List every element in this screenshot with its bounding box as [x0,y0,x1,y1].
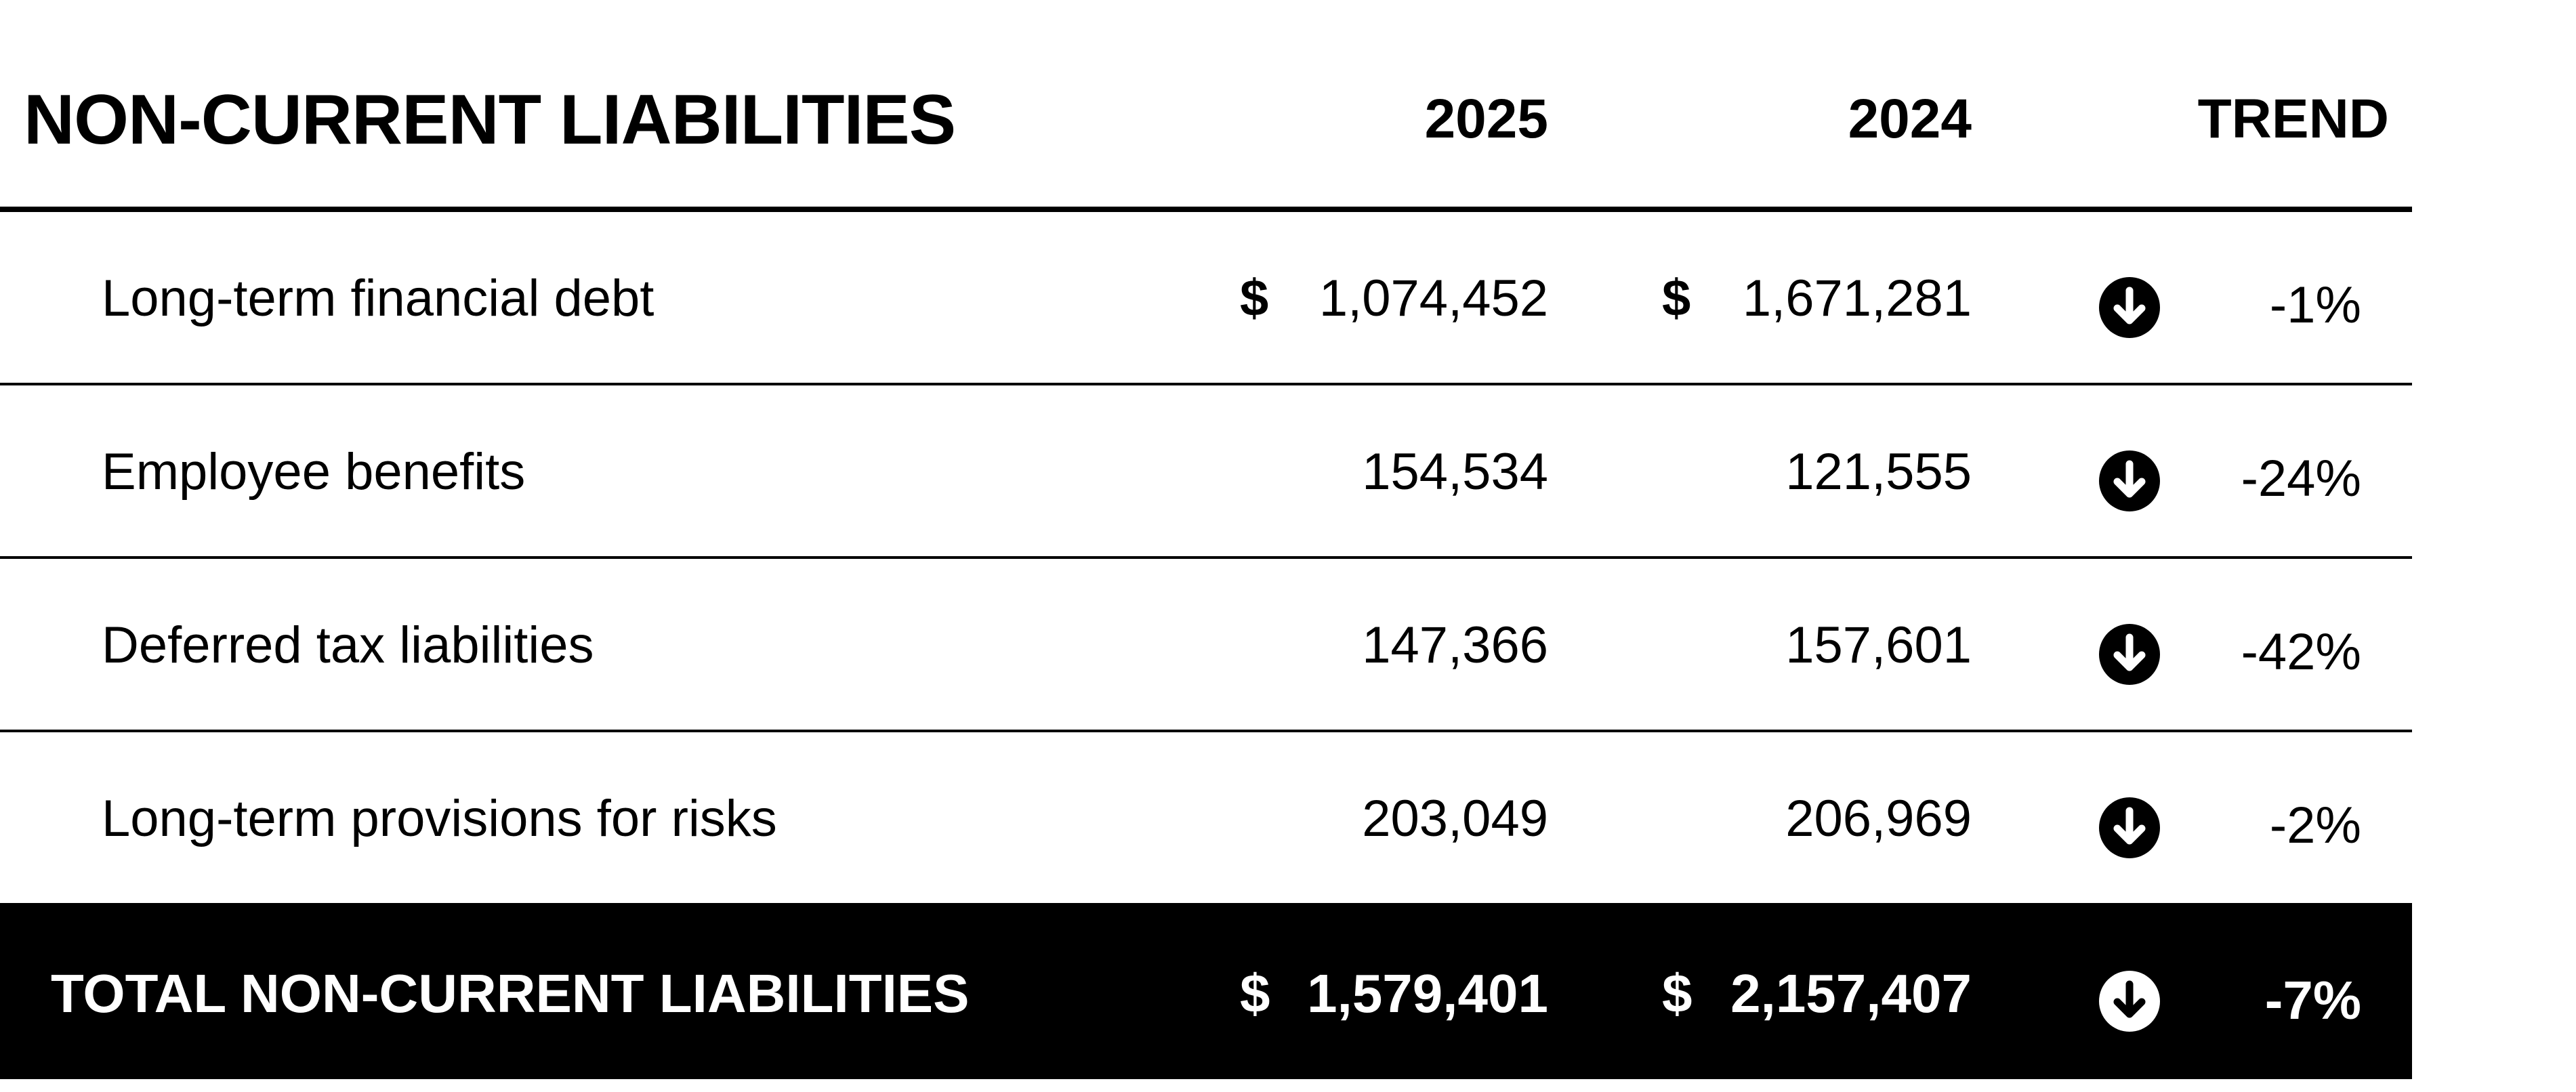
value-2025: 154,534 [1362,443,1548,501]
table-row: Deferred tax liabilities 147,366 157,601… [0,559,2412,732]
table-row: Long-term financial debt $ 1,074,452 $ 1… [0,212,2412,385]
value-2025: 1,074,452 [1318,270,1548,327]
row-label: Deferred tax liabilities [102,616,594,674]
trend-percent: -42% [2241,623,2361,681]
trend-percent: -1% [2269,276,2361,334]
table-row: Long-term provisions for risks 203,049 2… [0,732,2412,906]
row-label: Long-term financial debt [102,270,655,327]
currency-symbol: $ [1662,270,1691,327]
value-2024: 1,671,281 [1742,270,1972,327]
value-2024: 206,969 [1785,790,1972,847]
row-label: Employee benefits [102,443,526,501]
arrow-down-circle-icon [2099,277,2160,338]
column-header-trend: TREND [2197,88,2389,150]
row-label: Long-term provisions for risks [102,790,777,847]
liabilities-table: NON-CURRENT LIABILITIES 2025 2024 TREND … [0,0,2412,1079]
total-value-2025: 1,579,401 [1307,963,1548,1024]
total-row: TOTAL NON-CURRENT LIABILITIES $ 1,579,40… [0,906,2412,1079]
value-2024: 157,601 [1785,616,1972,674]
column-header-2025: 2025 [1424,88,1548,150]
table-row: Employee benefits 154,534 121,555 -24% [0,385,2412,559]
currency-symbol: $ [1240,963,1270,1024]
table-title: NON-CURRENT LIABILITIES [24,81,956,159]
value-2024: 121,555 [1785,443,1972,501]
total-trend-percent: -7% [2264,970,2361,1030]
arrow-down-circle-icon [2099,971,2160,1032]
currency-symbol: $ [1240,270,1269,327]
arrow-down-circle-icon [2099,450,2160,511]
table-header: NON-CURRENT LIABILITIES 2025 2024 TREND [0,0,2412,212]
currency-symbol: $ [1662,963,1692,1024]
column-header-2024: 2024 [1848,88,1972,150]
trend-percent: -2% [2269,797,2361,854]
value-2025: 147,366 [1362,616,1548,674]
value-2025: 203,049 [1362,790,1548,847]
total-label: TOTAL NON-CURRENT LIABILITIES [51,963,970,1024]
trend-percent: -24% [2241,450,2361,507]
arrow-down-circle-icon [2099,624,2160,685]
arrow-down-circle-icon [2099,797,2160,858]
total-value-2024: 2,157,407 [1730,963,1972,1024]
